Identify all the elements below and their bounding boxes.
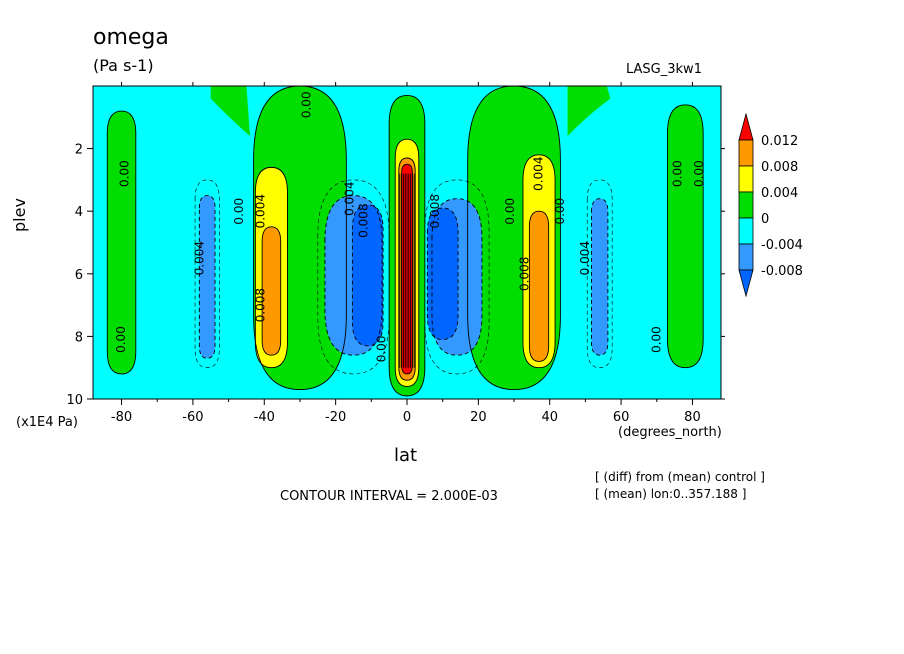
x-tick-label: 40 [541, 410, 558, 425]
y-tick-label: 10 [66, 393, 83, 408]
contour-label: 0.00 [503, 198, 517, 225]
contour-line [394, 138, 420, 387]
mean-note: [ (mean) lon:0..357.188 ] [595, 487, 747, 501]
x-tick-label: 80 [684, 410, 701, 425]
y-tick-label: 8 [75, 330, 83, 345]
x-axis-label: lat [394, 445, 418, 466]
contour-label: 0.004 [578, 241, 592, 275]
legend-label: 0.012 [761, 134, 798, 149]
legend-label: 0.008 [761, 160, 798, 175]
x-tick-label: 0 [403, 410, 411, 425]
chart-units: (Pa s-1) [93, 56, 154, 75]
contour-line-outer [424, 179, 490, 375]
y-tick-label: 2 [75, 143, 83, 158]
legend-swatch-top [738, 112, 754, 141]
contour-interval-note: CONTOUR INTERVAL = 2.000E-03 [280, 489, 498, 504]
contour-line [398, 157, 416, 381]
legend-swatch [738, 243, 754, 271]
x-tick-label: -80 [111, 410, 132, 425]
y-scale-note: (x1E4 Pa) [16, 415, 78, 430]
contour-label: 0.00 [114, 326, 128, 353]
contour-line [106, 110, 137, 375]
band-lb-sh-min [199, 195, 216, 359]
contour-line [388, 94, 426, 397]
legend-swatch-bottom [738, 269, 754, 298]
y-tick-label: 6 [75, 268, 83, 283]
contour-line [261, 226, 282, 356]
contour-line [426, 207, 459, 340]
band-orange-sh [262, 226, 281, 356]
contour-label: 0.004 [253, 194, 267, 228]
contour-label: 0.00 [118, 160, 132, 187]
x-tick-label: 20 [470, 410, 487, 425]
contour-line [401, 163, 413, 375]
contour-label: 0.008 [517, 257, 531, 291]
chart-title: omega [93, 25, 169, 50]
band-green-nh-polar [667, 104, 704, 368]
legend-swatch [738, 217, 754, 245]
contour-label: 0.00 [671, 160, 685, 187]
contour-label: 0.00 [232, 198, 246, 225]
contour-label: 0.008 [253, 288, 267, 322]
legend-label: -0.008 [761, 264, 803, 279]
diff-note: [ (diff) from (mean) control ] [595, 470, 765, 484]
x-tick-label: -20 [325, 410, 346, 425]
x-tick-label: -60 [182, 410, 203, 425]
contour-line [351, 204, 384, 347]
legend-swatch [738, 139, 754, 167]
contour-line [467, 86, 561, 391]
contour-label: 0.008 [357, 203, 371, 237]
y-axis-label: plev [10, 198, 29, 232]
contour-label: 0.00 [553, 198, 567, 225]
contour-label: 0.004 [532, 156, 546, 190]
legend-label: 0.004 [761, 186, 798, 201]
legend-label: -0.004 [761, 238, 803, 253]
band-green-sh-top [210, 86, 250, 137]
contour-line-outer [194, 179, 220, 369]
contour-line-outer [317, 179, 390, 375]
x-tick-label: 60 [613, 410, 630, 425]
band-lb-nh-min [591, 198, 608, 356]
band-blue-sh-trough [352, 204, 384, 346]
legend-swatch [738, 165, 754, 193]
x-tick-label: -40 [254, 410, 275, 425]
contour-label: 0.004 [193, 241, 207, 275]
band-green-nh-top [567, 86, 611, 137]
band-blue-nh-trough [427, 208, 459, 340]
contour-label: 0.00 [692, 160, 706, 187]
contour-line [522, 154, 556, 369]
contour-line [528, 210, 550, 362]
contour-label: 0.00 [649, 326, 663, 353]
contour-line [198, 195, 216, 359]
band-orange-nh [529, 211, 549, 362]
x-axis-units: (degrees_north) [618, 425, 722, 440]
contour-label: 0.008 [428, 194, 442, 228]
contour-line [667, 104, 704, 369]
band-green-sh-polar [107, 111, 136, 374]
contour-line [324, 195, 383, 356]
dataset-label: LASG_3kw1 [626, 62, 702, 77]
contour-line [254, 166, 288, 369]
contour-label: 0.00 [375, 336, 389, 363]
contour-line [253, 86, 347, 391]
contour-label: 0.00 [300, 91, 314, 118]
legend-label: 0 [761, 212, 769, 227]
contour-line [431, 198, 483, 356]
legend-swatch [738, 191, 754, 219]
y-tick-label: 4 [75, 205, 83, 220]
contour-label: 0.004 [342, 182, 356, 216]
